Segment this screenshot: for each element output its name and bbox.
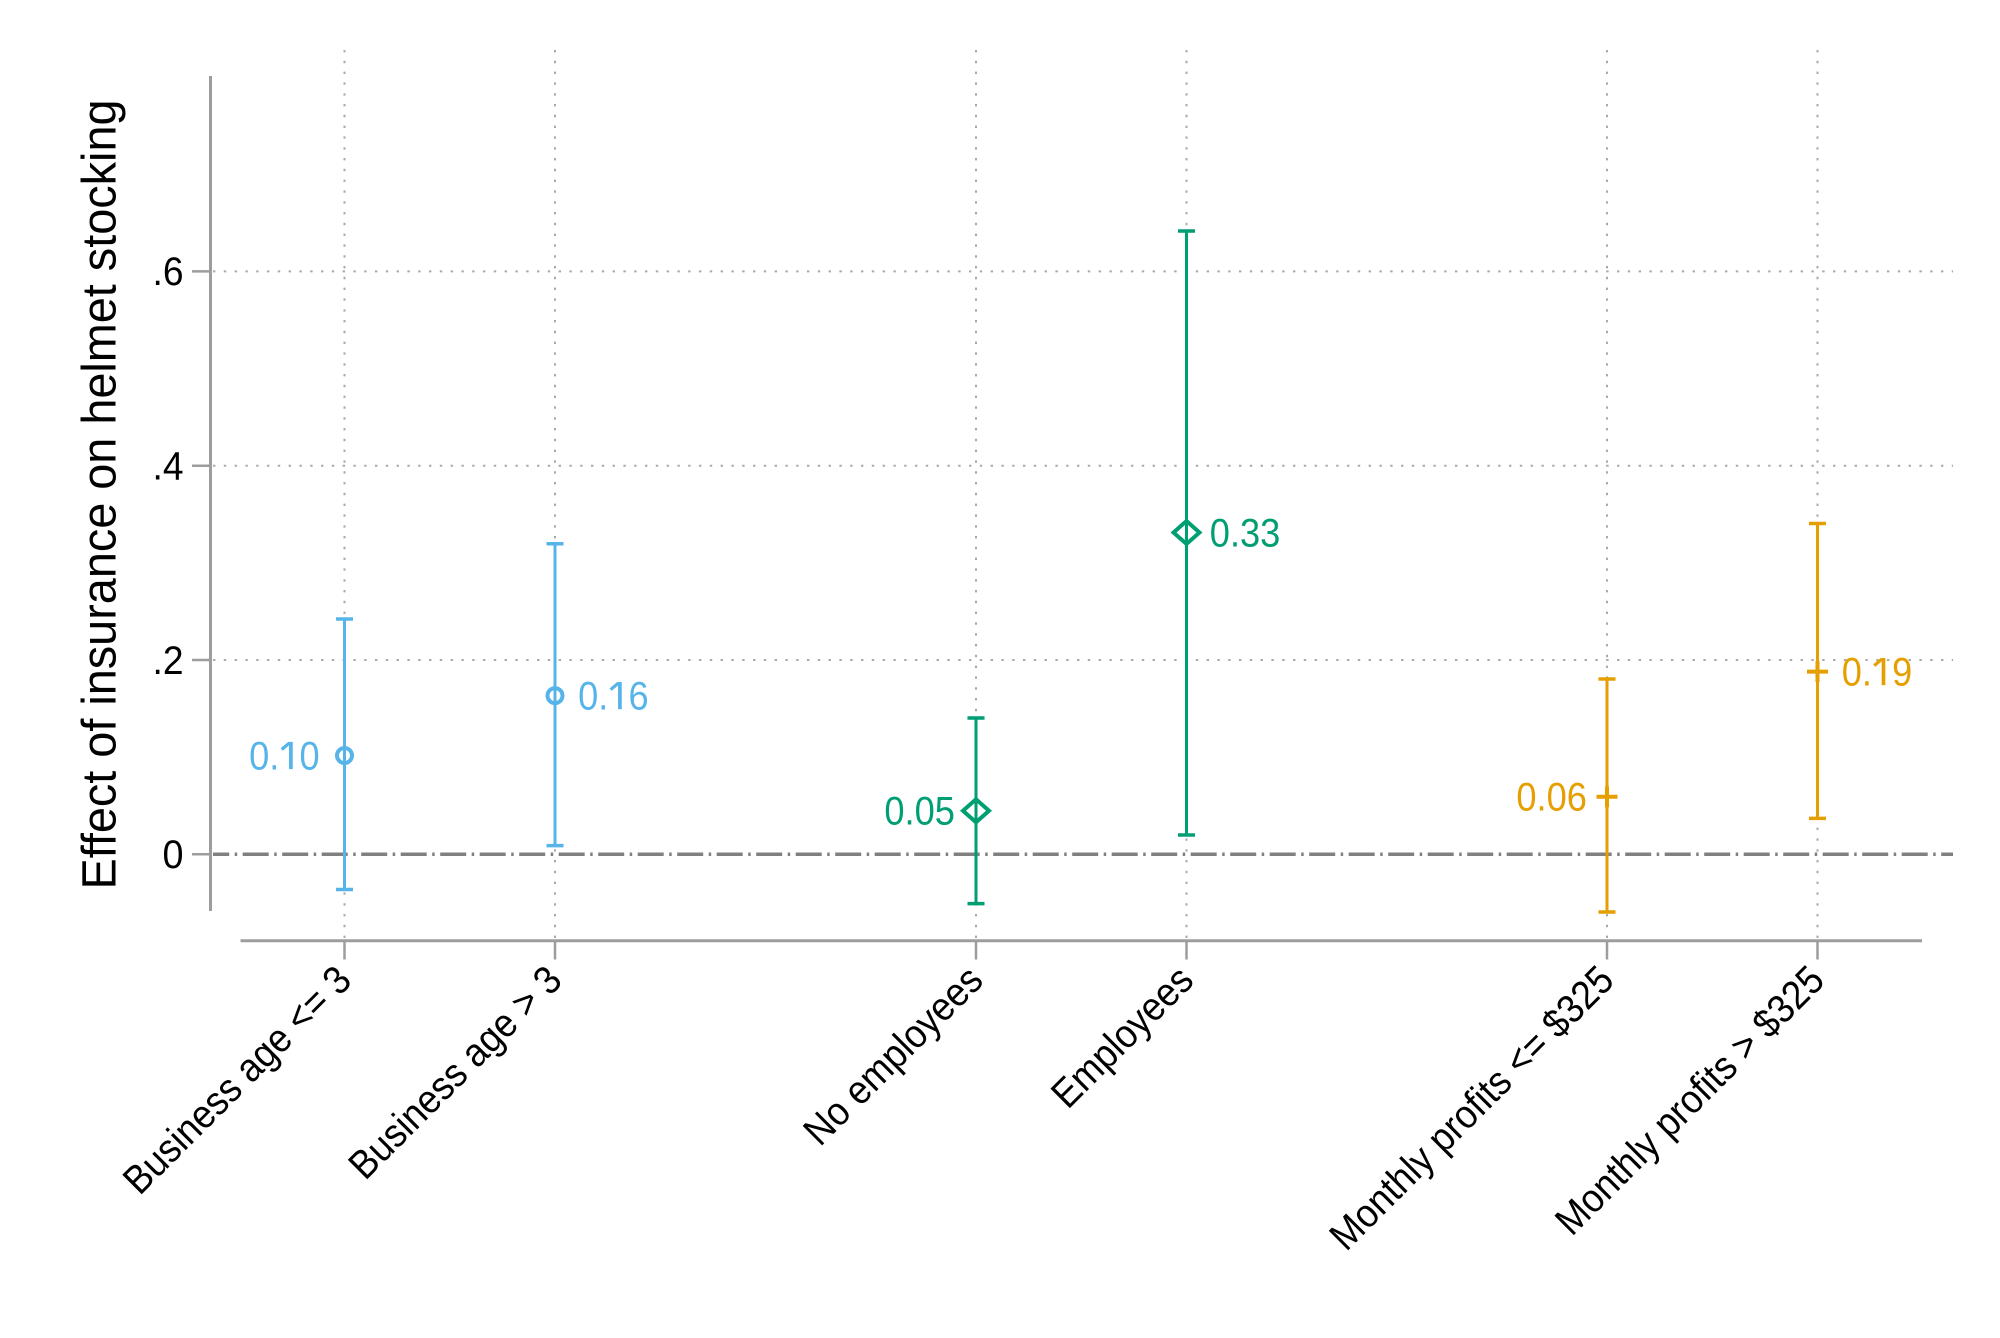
svg-text:0: 0 (300, 734, 320, 778)
svg-text:0.33: 0.33 (1210, 511, 1281, 555)
svg-text:0.05: 0.05 (884, 790, 955, 834)
svg-text:.4: .4 (153, 445, 184, 489)
svg-text:9: 9 (1892, 650, 1912, 694)
svg-text:Effect of insurance on helmet: Effect of insurance on helmet stocking (73, 100, 126, 890)
svg-text:0: 0 (163, 833, 184, 877)
svg-text:0.: 0. (249, 734, 279, 778)
svg-text:0.: 0. (1842, 650, 1872, 694)
svg-text:0.06: 0.06 (1516, 776, 1587, 820)
svg-text:0.: 0. (578, 674, 608, 718)
svg-text:.2: .2 (153, 639, 184, 683)
svg-text:6: 6 (629, 674, 649, 718)
svg-text:.6: .6 (153, 250, 184, 294)
